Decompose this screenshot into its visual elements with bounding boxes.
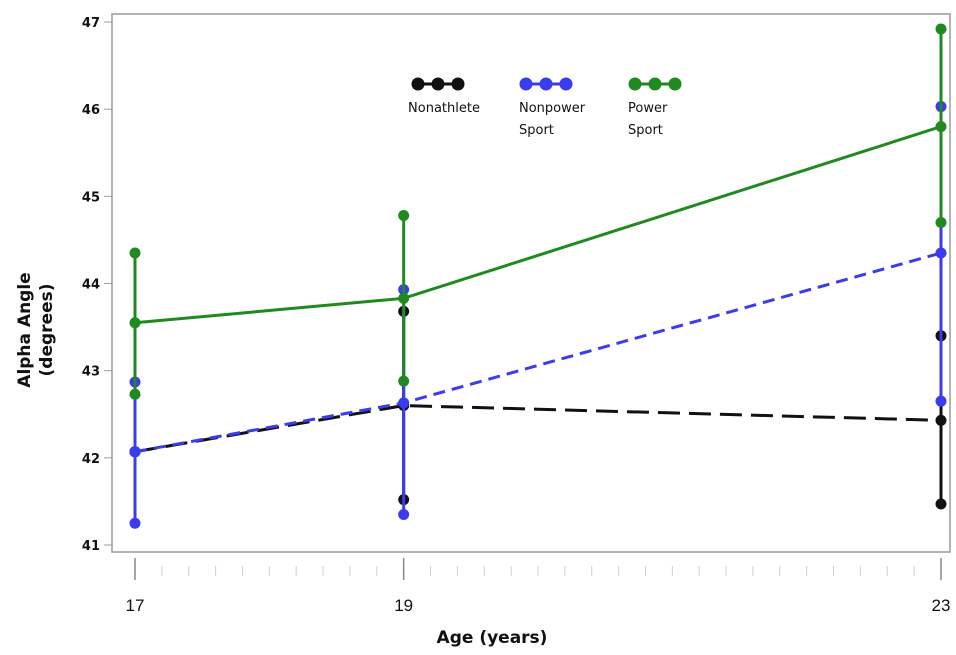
mean-point [398,397,410,409]
x-tick-label: 17 [126,596,145,615]
series-layer [129,23,947,529]
legend-label: Nonpower [519,101,586,116]
legend: Nonathlete Nonpower Sport Power Sport [408,77,682,138]
x-tick-label: 19 [394,596,413,615]
y-tick-label: 44 [82,278,100,293]
legend-item: Nonpower Sport [519,77,586,138]
mean-point [935,247,947,259]
y-axis-ticks: 41 42 43 44 45 46 47 [82,16,112,554]
ci-low-point [935,395,947,407]
mean-point [935,414,947,426]
y-tick-label: 47 [82,16,100,31]
series-line [134,404,942,454]
y-tick-label: 43 [82,365,100,380]
legend-item: Nonathlete [408,77,480,116]
y-tick-label: 42 [82,452,100,467]
y-axis-title-line1: Alpha Angle [15,272,35,387]
legend-label: Sport [519,123,554,138]
legend-swatch-marker [628,77,642,91]
minor-ticks [161,566,915,576]
legend-swatch-marker [668,77,682,91]
legend-swatch-marker [411,77,425,91]
y-axis-title: Alpha Angle (degrees) [15,272,57,387]
ci-low-point [935,216,947,228]
ci-low-point [129,517,141,529]
ci-low-point [398,375,410,387]
legend-swatch-marker [431,77,445,91]
mean-point [129,317,141,329]
ci-high-point [398,210,410,222]
ci-high-point [129,247,141,259]
legend-swatch-marker [451,77,465,91]
legend-swatch-marker [559,77,573,91]
mean-point [398,292,410,304]
legend-item: Power Sport [628,77,682,138]
y-tick-label: 46 [82,103,100,118]
legend-label: Power [628,101,668,116]
series-line [134,251,942,454]
ci-high-point [935,23,947,35]
y-tick-label: 41 [82,539,100,554]
legend-swatch-marker [539,77,553,91]
legend-swatch-marker [519,77,533,91]
ci-low-point [129,388,141,400]
y-tick-label: 45 [82,190,100,205]
series-nonathlete [129,305,947,510]
y-axis-title-line2: (degrees) [37,284,57,377]
ci-low-point [935,498,947,510]
legend-swatch-marker [648,77,662,91]
mean-point [935,121,947,133]
legend-label: Sport [628,123,663,138]
series-power-sport [129,23,947,400]
legend-label: Nonathlete [408,101,480,116]
x-axis-ticks: 17 19 23 [126,558,951,615]
x-axis-title: Age (years) [437,628,548,648]
series-line [134,125,942,325]
plot-frame [111,13,951,553]
x-tick-label: 23 [932,596,951,615]
ci-low-point [398,508,410,520]
mean-point [129,446,141,458]
